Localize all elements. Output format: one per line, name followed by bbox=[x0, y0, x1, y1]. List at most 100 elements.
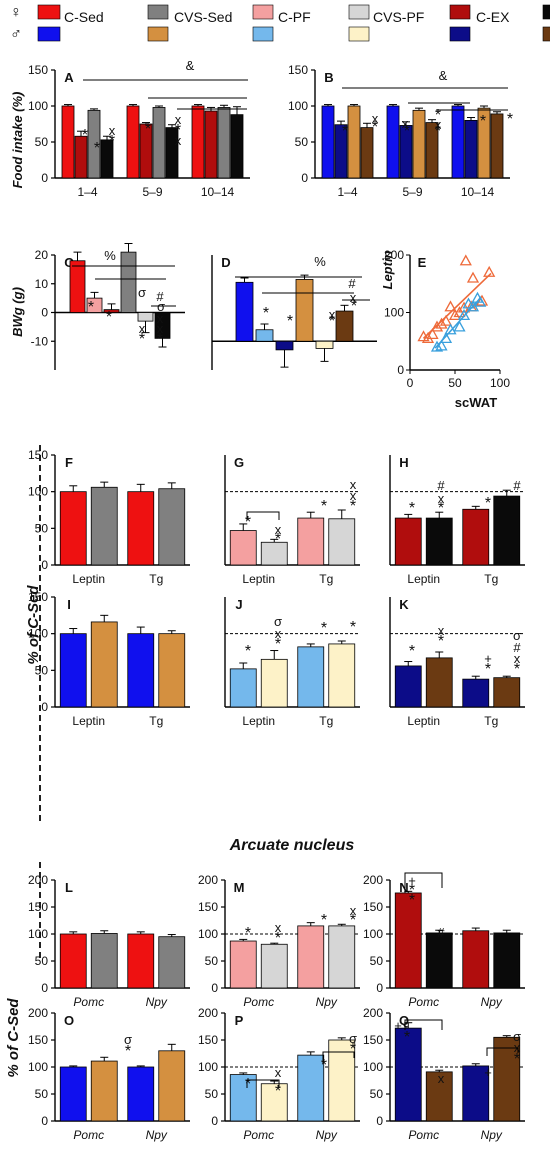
bar bbox=[204, 110, 218, 179]
significance-mark: x bbox=[175, 112, 182, 127]
bar bbox=[61, 105, 75, 179]
significance-mark: # bbox=[156, 289, 164, 304]
x-tick-label: Leptin bbox=[407, 572, 440, 586]
bar bbox=[394, 517, 422, 566]
significance-mark: * bbox=[175, 122, 181, 139]
x-tick-label: Tg bbox=[149, 572, 163, 586]
y-tick-label: 200 bbox=[363, 873, 383, 887]
y-tick-label: 0 bbox=[41, 558, 48, 572]
y-tick-label: 100 bbox=[198, 1060, 218, 1074]
x-tick-label: Pomc bbox=[73, 1128, 104, 1142]
panel-f: 0 50 100 150 F Leptin Tg bbox=[28, 448, 190, 586]
significance-mark: x bbox=[438, 491, 445, 506]
significance-mark: * bbox=[275, 1083, 281, 1100]
y-tick-label: 200 bbox=[198, 873, 218, 887]
x-tick-label: Tg bbox=[484, 572, 498, 586]
significance-mark: * bbox=[125, 1043, 131, 1060]
significance-mark: * bbox=[245, 925, 251, 942]
significance-mark: x bbox=[275, 1065, 282, 1080]
comparison-bracket bbox=[246, 1079, 280, 1088]
bar bbox=[386, 105, 400, 179]
x-tick-label: Npy bbox=[481, 1128, 503, 1142]
bar bbox=[425, 657, 453, 708]
panel-o: 0 50 100 150 200 O Pomc Npy *σ bbox=[28, 1006, 190, 1142]
y-tick-label: 200 bbox=[28, 1006, 48, 1020]
bar bbox=[328, 643, 356, 708]
significance-mark: # bbox=[348, 276, 356, 291]
bar bbox=[275, 340, 294, 351]
bar bbox=[90, 933, 118, 989]
significance-mark: # bbox=[513, 640, 521, 655]
scatter-point bbox=[459, 254, 472, 266]
significance-mark: % bbox=[104, 248, 116, 263]
panel-label: O bbox=[64, 1013, 74, 1028]
significance-mark: σ bbox=[274, 614, 282, 629]
significance-mark: * bbox=[275, 531, 281, 548]
bar bbox=[90, 1060, 118, 1122]
x-tick-label: Leptin bbox=[72, 572, 105, 586]
significance-mark: * bbox=[329, 313, 335, 330]
significance-mark: * bbox=[485, 495, 491, 512]
y-tick-label: 150 bbox=[28, 900, 48, 914]
legend-swatch-female bbox=[252, 4, 274, 20]
significance-mark: * bbox=[106, 309, 112, 326]
significance-mark: σ bbox=[513, 628, 521, 643]
y-tick-label: 50 bbox=[35, 954, 49, 968]
bar bbox=[260, 658, 288, 708]
panel-label: B bbox=[324, 70, 333, 85]
scatter-point bbox=[430, 320, 444, 332]
comparison-bracket bbox=[246, 511, 280, 520]
y-tick-label: 200 bbox=[28, 873, 48, 887]
bar bbox=[490, 113, 504, 179]
bar bbox=[328, 925, 356, 989]
y-tick-label: 100 bbox=[28, 627, 48, 641]
bar bbox=[493, 1036, 521, 1122]
comparison-bracket bbox=[404, 872, 443, 893]
significance-mark: # bbox=[437, 478, 445, 493]
panel-label: N bbox=[399, 880, 408, 895]
significance-mark: * bbox=[514, 661, 520, 678]
significance-mark: # bbox=[437, 925, 445, 940]
bar bbox=[347, 105, 361, 179]
significance-mark: * bbox=[287, 313, 293, 330]
legend-swatch-male bbox=[37, 26, 61, 42]
bar bbox=[126, 105, 140, 179]
section-heading: Arcuate nucleus bbox=[229, 837, 355, 854]
legend-swatch-male bbox=[542, 26, 550, 42]
bar bbox=[493, 677, 521, 708]
x-tick-label: Leptin bbox=[72, 714, 105, 728]
panel-label: F bbox=[65, 455, 73, 470]
y-tick-label: 0 bbox=[41, 700, 48, 714]
significance-mark: x bbox=[109, 123, 116, 138]
x-tick-label: Npy bbox=[316, 1128, 338, 1142]
bar bbox=[412, 109, 426, 179]
y-tick-label: 100 bbox=[28, 99, 48, 113]
y-tick-label: 150 bbox=[28, 63, 48, 77]
scatter-point bbox=[426, 328, 439, 340]
y-tick-label: 150 bbox=[28, 448, 48, 462]
bar bbox=[328, 518, 356, 566]
x-tick-label: 5–9 bbox=[402, 185, 422, 199]
x-tick-label: Leptin bbox=[242, 572, 275, 586]
fit-line bbox=[422, 272, 492, 339]
x-tick-label: Pomc bbox=[243, 1128, 274, 1142]
bar bbox=[69, 260, 86, 313]
y-tick-label: 150 bbox=[288, 63, 308, 77]
legend-swatch-female bbox=[37, 4, 61, 20]
scatter-point bbox=[439, 314, 453, 326]
y-tick-label: 50 bbox=[295, 135, 309, 149]
significance-mark: σ bbox=[349, 1031, 357, 1046]
panel-label: G bbox=[234, 455, 244, 470]
significance-mark: * bbox=[245, 1076, 251, 1093]
significance-mark: + bbox=[394, 1018, 402, 1033]
significance-mark: & bbox=[186, 58, 195, 73]
legend-label: C-EX bbox=[476, 9, 510, 25]
significance-mark: # bbox=[513, 478, 521, 493]
scatter-point bbox=[483, 265, 496, 277]
